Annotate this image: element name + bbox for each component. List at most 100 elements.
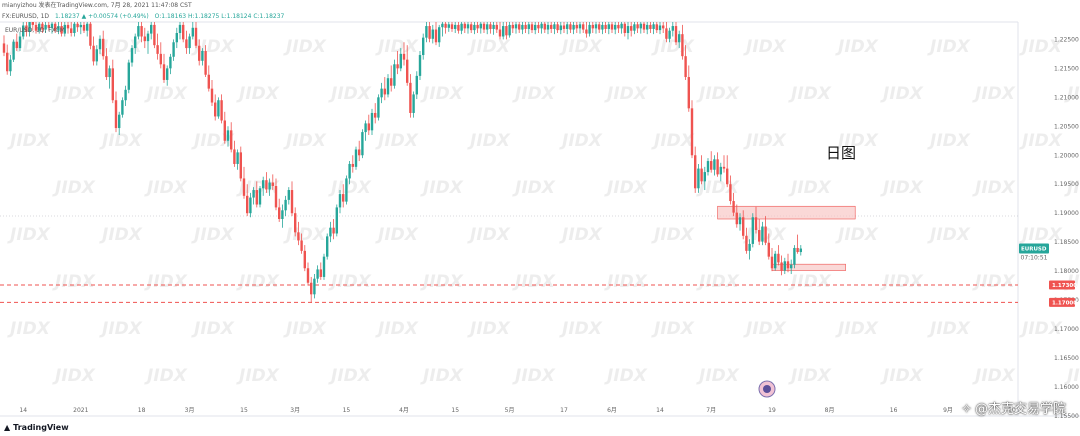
candle bbox=[178, 22, 182, 40]
watermark-text: JIDX bbox=[559, 319, 603, 339]
candle bbox=[191, 22, 194, 40]
candle bbox=[348, 161, 351, 185]
candle bbox=[393, 59, 396, 89]
candle bbox=[44, 22, 47, 34]
candle bbox=[220, 94, 223, 124]
candle bbox=[751, 213, 754, 248]
candle-body bbox=[70, 28, 73, 34]
candle bbox=[588, 22, 591, 37]
candle bbox=[130, 45, 134, 67]
candle bbox=[786, 253, 790, 273]
candle-body bbox=[543, 23, 546, 30]
price-tick-label: 1.16000 bbox=[1054, 384, 1079, 391]
candle bbox=[82, 22, 86, 34]
candle-body bbox=[130, 48, 134, 63]
candle bbox=[281, 204, 284, 228]
candle-body bbox=[121, 100, 124, 115]
candle bbox=[274, 178, 278, 211]
candle bbox=[140, 22, 143, 43]
watermark-text: JIDX bbox=[835, 319, 879, 339]
brand-watermark: ✧ @杰克交易学院 bbox=[961, 402, 1066, 417]
candle-body bbox=[252, 190, 255, 198]
candle bbox=[438, 24, 441, 47]
tradingview-logo[interactable]: ▲ TradingView bbox=[4, 423, 69, 432]
candle bbox=[271, 174, 274, 191]
candle-body bbox=[598, 24, 601, 30]
candle-body bbox=[786, 261, 790, 269]
legend-symbol[interactable]: EUR/USD, 1D, FXCM bbox=[5, 27, 65, 34]
price-level-badge bbox=[1049, 297, 1075, 307]
watermark-text: JIDX bbox=[1064, 366, 1080, 386]
watermark-text: JIDX bbox=[604, 84, 648, 104]
candle bbox=[300, 233, 303, 254]
candle-body bbox=[2, 43, 6, 53]
candle-body bbox=[342, 194, 345, 202]
candle-body bbox=[550, 24, 553, 29]
watermark-text: JIDX bbox=[467, 37, 511, 57]
candle-body bbox=[793, 247, 796, 265]
candle-body bbox=[492, 24, 495, 29]
candle bbox=[63, 22, 66, 37]
candle-body bbox=[143, 36, 146, 42]
candle bbox=[540, 22, 543, 34]
candle-body bbox=[642, 23, 646, 30]
candle bbox=[726, 155, 729, 188]
candle-body bbox=[758, 230, 761, 242]
candle bbox=[678, 30, 681, 49]
watermark-text: JIDX bbox=[375, 225, 419, 245]
time-tick-label: 3月 bbox=[290, 407, 300, 414]
candle-body bbox=[335, 207, 338, 234]
candle bbox=[700, 155, 703, 185]
candle bbox=[511, 22, 514, 34]
candle bbox=[703, 166, 706, 191]
watermark-text: JIDX bbox=[927, 319, 971, 339]
watermark-text: JIDX bbox=[604, 366, 648, 386]
candle-body bbox=[230, 130, 233, 150]
candle bbox=[770, 247, 774, 272]
emblem-icon bbox=[758, 380, 776, 398]
candle-body bbox=[569, 24, 572, 30]
watermark-text: JIDX bbox=[880, 84, 924, 104]
candle bbox=[550, 22, 553, 34]
candle-body bbox=[239, 152, 242, 179]
watermark-text: JIDX bbox=[880, 366, 924, 386]
candle bbox=[351, 155, 354, 173]
candle bbox=[434, 22, 438, 46]
candle bbox=[543, 22, 546, 34]
candle-body bbox=[86, 23, 89, 31]
price-level-badge bbox=[1049, 280, 1075, 290]
candle-body bbox=[274, 185, 278, 208]
symbol-name[interactable]: FX:EURUSD, 1D bbox=[2, 13, 50, 20]
candle-body bbox=[754, 217, 758, 231]
candle-body bbox=[770, 256, 774, 269]
candle-body bbox=[466, 24, 470, 29]
watermark-text: JIDX bbox=[467, 131, 511, 151]
publish-info: mianyizhou 发表在TradingView.com, 7月 28, 20… bbox=[2, 2, 192, 9]
candle-body bbox=[214, 102, 217, 117]
candle-body bbox=[178, 24, 182, 34]
candle-body bbox=[774, 253, 777, 269]
watermark-text: JIDX bbox=[604, 272, 648, 292]
candle bbox=[255, 181, 258, 208]
candle bbox=[646, 22, 649, 35]
candle bbox=[668, 27, 671, 43]
candle bbox=[6, 44, 9, 75]
candle bbox=[783, 257, 786, 275]
candle-body bbox=[44, 24, 47, 30]
candle bbox=[38, 22, 41, 34]
candle-body bbox=[82, 24, 86, 31]
candle-body bbox=[287, 190, 290, 200]
candle bbox=[73, 22, 76, 37]
candle bbox=[278, 198, 281, 222]
candle bbox=[34, 22, 38, 34]
candles-layer bbox=[2, 22, 802, 304]
candle-body bbox=[412, 94, 415, 113]
watermark-text: JIDX bbox=[972, 272, 1016, 292]
watermark-text: JIDX bbox=[420, 84, 464, 104]
candle-body bbox=[281, 210, 284, 219]
candle bbox=[601, 22, 604, 35]
candle bbox=[396, 50, 399, 75]
watermark-text: JIDX bbox=[651, 319, 695, 339]
candle bbox=[626, 22, 630, 40]
